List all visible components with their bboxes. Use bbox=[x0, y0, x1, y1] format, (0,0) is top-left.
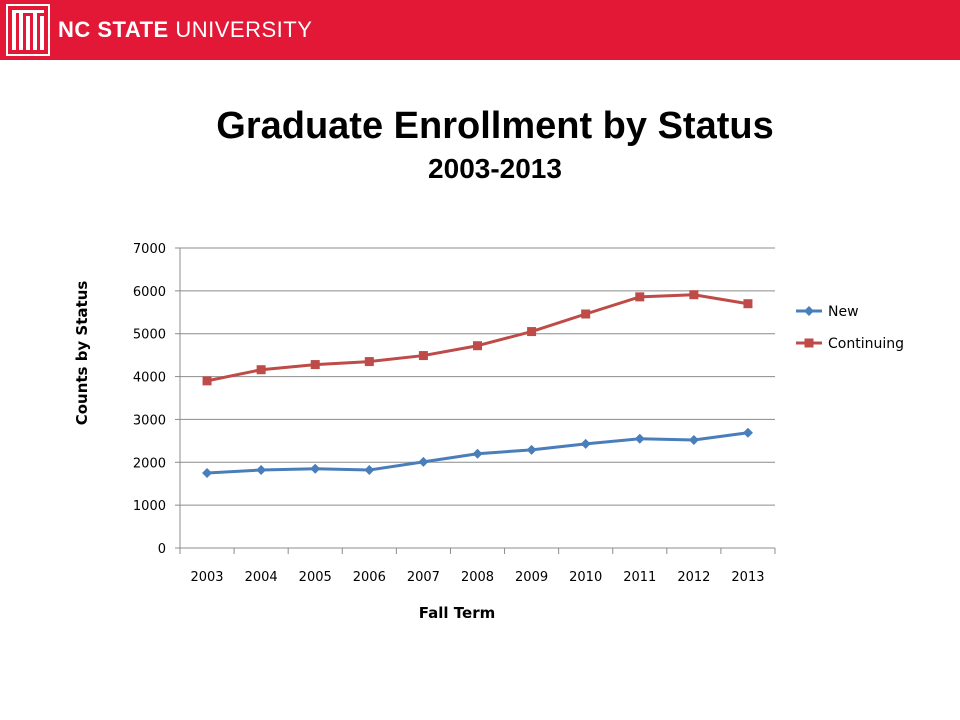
y-axis-ticks: 0 1000 2000 3000 4000 5000 6000 7000 bbox=[133, 242, 166, 557]
data-point-diamond bbox=[688, 435, 699, 445]
data-point-square bbox=[804, 338, 814, 348]
x-tick-label: 2010 bbox=[569, 570, 602, 585]
x-tick-label: 2004 bbox=[245, 570, 278, 585]
x-tick-label: 2009 bbox=[515, 570, 548, 585]
x-tick-label: 2003 bbox=[190, 570, 223, 585]
chart-gridlines bbox=[180, 247, 775, 506]
series-line bbox=[206, 293, 749, 383]
x-axis-ticks: 2003 2004 2005 2006 2007 2008 2009 2010 2011 2012… bbox=[190, 570, 764, 585]
data-point-diamond bbox=[256, 465, 267, 475]
series-continuing bbox=[202, 290, 753, 386]
brand-secondary: UNIVERSITY bbox=[175, 17, 313, 42]
data-point-square bbox=[473, 341, 482, 351]
x-tick-label: 2007 bbox=[407, 570, 440, 585]
y-tick-label: 0 bbox=[158, 542, 166, 557]
data-point-diamond bbox=[472, 448, 483, 459]
chart-axes bbox=[175, 247, 776, 554]
data-point-square bbox=[364, 357, 374, 367]
data-point-square bbox=[743, 299, 753, 309]
data-point-diamond bbox=[634, 433, 645, 444]
legend-label: New bbox=[828, 304, 859, 320]
data-point-diamond bbox=[364, 465, 375, 475]
y-tick-label: 6000 bbox=[133, 285, 166, 300]
data-point-diamond bbox=[742, 427, 753, 438]
data-point-diamond bbox=[418, 456, 429, 467]
chart-subtitle: 2003-2013 bbox=[428, 153, 562, 184]
y-axis-title: Counts by Status bbox=[73, 281, 91, 426]
data-point-diamond bbox=[804, 306, 814, 316]
data-point-square bbox=[635, 292, 645, 302]
y-tick-label: 5000 bbox=[133, 328, 166, 343]
data-point-square bbox=[256, 365, 266, 375]
data-point-square bbox=[689, 290, 699, 300]
nc-state-brick-logo-icon bbox=[6, 4, 50, 56]
chart-title: Graduate Enrollment by Status bbox=[216, 105, 774, 147]
data-point-diamond bbox=[310, 463, 321, 474]
y-tick-label: 3000 bbox=[133, 413, 166, 428]
data-point-square bbox=[310, 360, 320, 370]
x-tick-label: 2006 bbox=[353, 570, 386, 585]
legend-item-continuing: Continuing bbox=[796, 336, 904, 352]
chart-series bbox=[202, 290, 753, 478]
series-new bbox=[202, 427, 753, 478]
x-tick-label: 2011 bbox=[623, 570, 656, 585]
data-point-square bbox=[581, 309, 591, 319]
x-axis-title: Fall Term bbox=[419, 604, 495, 622]
data-point-diamond bbox=[580, 438, 591, 449]
brand-wordmark[interactable]: NC STATE UNIVERSITY bbox=[58, 17, 312, 43]
data-point-square bbox=[418, 351, 428, 361]
legend-label: Continuing bbox=[828, 336, 904, 352]
legend-item-new: New bbox=[796, 304, 859, 320]
brand-primary: NC STATE bbox=[58, 17, 169, 42]
data-point-diamond bbox=[526, 444, 537, 455]
header-banner: NC STATE UNIVERSITY bbox=[0, 0, 960, 60]
y-tick-label: 7000 bbox=[133, 242, 166, 257]
data-point-square bbox=[527, 327, 537, 337]
data-point-square bbox=[202, 376, 212, 386]
x-tick-label: 2012 bbox=[677, 570, 710, 585]
data-point-diamond bbox=[202, 468, 213, 478]
chart-legend: New Continuing bbox=[796, 304, 904, 352]
x-tick-label: 2013 bbox=[731, 570, 764, 585]
x-tick-label: 2005 bbox=[299, 570, 332, 585]
x-tick-label: 2008 bbox=[461, 570, 494, 585]
y-tick-label: 2000 bbox=[133, 456, 166, 471]
y-tick-label: 4000 bbox=[133, 371, 166, 386]
y-tick-label: 1000 bbox=[133, 499, 166, 514]
